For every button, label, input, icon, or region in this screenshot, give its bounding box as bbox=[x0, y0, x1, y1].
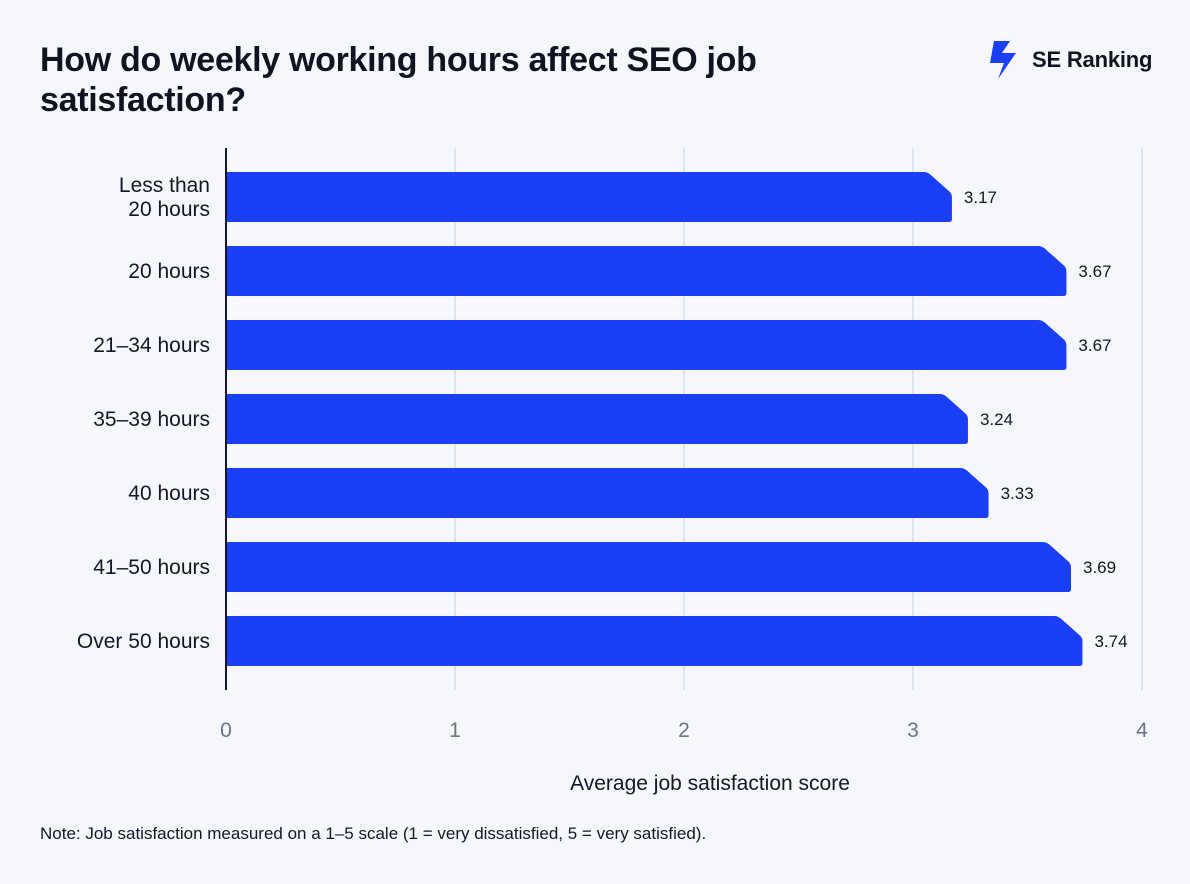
data-label: 3.69 bbox=[1083, 558, 1116, 577]
data-label: 3.67 bbox=[1078, 336, 1111, 355]
category-label: 21–34 hours bbox=[93, 334, 210, 357]
bar bbox=[226, 542, 1072, 592]
bar bbox=[226, 616, 1083, 666]
x-tick-label: 0 bbox=[220, 719, 232, 742]
category-label: 20 hours bbox=[128, 260, 210, 283]
lightning-logo-icon bbox=[990, 41, 1016, 79]
data-label: 3.17 bbox=[964, 188, 997, 207]
chart-title: How do weekly working hours affect SEO j… bbox=[40, 41, 757, 119]
data-label: 3.33 bbox=[1001, 484, 1034, 503]
data-label: 3.24 bbox=[980, 410, 1013, 429]
bar bbox=[226, 172, 952, 222]
bar bbox=[226, 468, 989, 518]
brand-logo: SE Ranking bbox=[984, 38, 1152, 82]
bar bbox=[226, 320, 1067, 370]
bar bbox=[226, 246, 1067, 296]
x-axis-title: Average job satisfaction score bbox=[570, 772, 850, 795]
x-tick-label: 1 bbox=[449, 719, 461, 742]
chart-note: Note: Job satisfaction measured on a 1–5… bbox=[40, 824, 707, 843]
category-label: Over 50 hours bbox=[77, 630, 210, 653]
x-tick-label: 4 bbox=[1136, 719, 1148, 742]
category-label: 41–50 hours bbox=[93, 556, 210, 579]
data-label: 3.67 bbox=[1078, 262, 1111, 281]
data-label: 3.74 bbox=[1094, 632, 1127, 651]
brand-name: SE Ranking bbox=[1032, 47, 1153, 72]
x-tick-label: 3 bbox=[907, 719, 919, 742]
bar bbox=[226, 394, 968, 444]
x-tick-label: 2 bbox=[678, 719, 690, 742]
category-label: 40 hours bbox=[128, 482, 210, 505]
category-label: 35–39 hours bbox=[93, 408, 210, 431]
category-label: Less than bbox=[119, 174, 210, 197]
category-label: 20 hours bbox=[128, 198, 210, 221]
